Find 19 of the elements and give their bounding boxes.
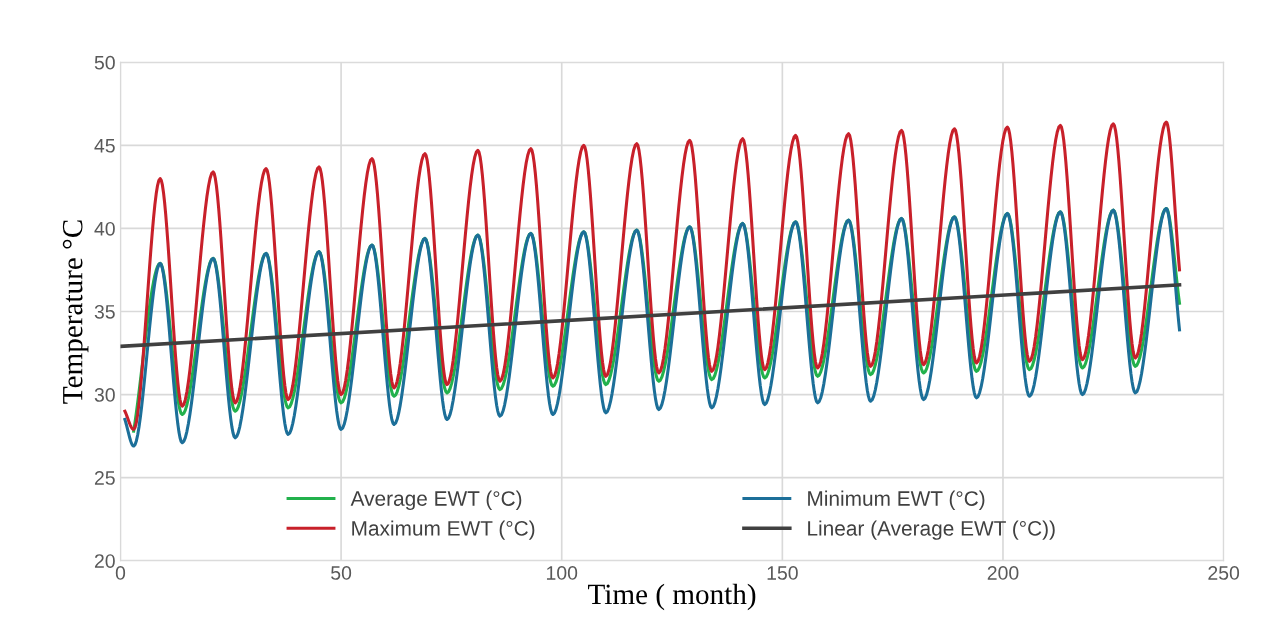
x-axis-title: Time ( month) — [588, 583, 756, 611]
legend-label: Average EWT (°C) — [350, 490, 522, 511]
x-tick-label: 100 — [546, 566, 578, 580]
x-tick-label: 150 — [767, 566, 798, 580]
y-tick-label: 35 — [94, 304, 115, 319]
legend-label: Linear (Average EWT (°C)) — [808, 520, 1055, 540]
x-tick-label: 0 — [115, 566, 126, 580]
y-axis-title: Temperature °C — [62, 220, 89, 404]
y-tick-label: 20 — [94, 554, 115, 568]
x-tick-label: 50 — [331, 566, 352, 580]
x-tick-label: 250 — [1208, 566, 1240, 580]
legend-label: Maximum EWT (°C) — [352, 520, 535, 540]
y-tick-label: 50 — [94, 55, 115, 70]
y-tick-label: 30 — [94, 388, 115, 402]
y-tick-label: 25 — [94, 471, 115, 485]
y-tick-label: 45 — [94, 139, 115, 153]
y-tick-label: 40 — [94, 221, 115, 236]
x-tick-label: 200 — [987, 566, 1019, 580]
legend-label: Minimum EWT (°C) — [808, 490, 985, 511]
